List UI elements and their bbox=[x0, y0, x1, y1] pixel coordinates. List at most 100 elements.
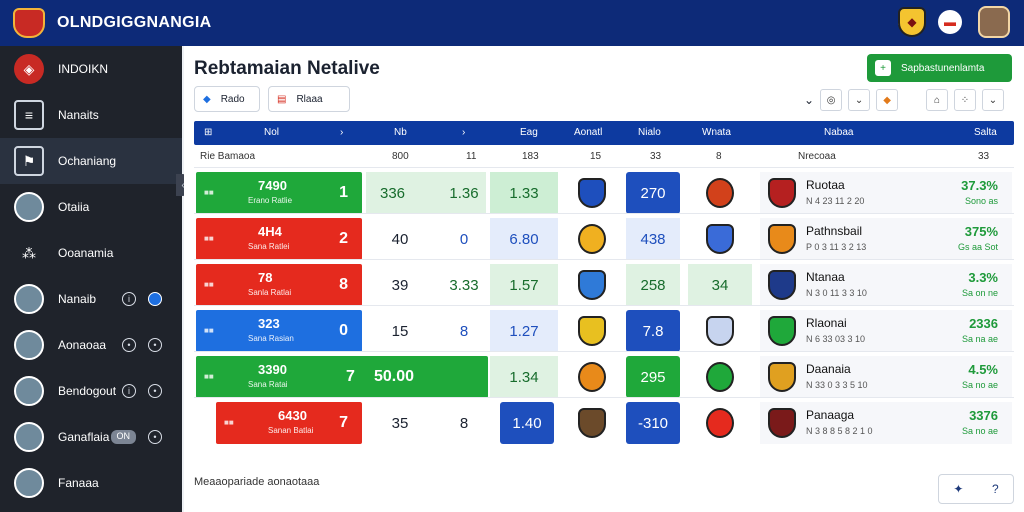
cell-text: 39 bbox=[391, 276, 409, 294]
filter-button-2[interactable]: ▤ Rlaaa bbox=[268, 86, 350, 112]
bar-sub: Sana Ratlei bbox=[248, 242, 290, 251]
settings-icon[interactable]: • bbox=[148, 384, 162, 398]
flag-icon[interactable]: ▬ bbox=[938, 10, 962, 34]
grid-header: ⊞ Nol › Nb › Eag Aonatl Nialo Wnata Naba… bbox=[194, 121, 1014, 145]
sidebar-item-8[interactable]: Bendogout i • bbox=[0, 368, 182, 414]
pin-icon[interactable]: ⌂ bbox=[926, 89, 948, 111]
team-name: Ntanaa bbox=[806, 270, 845, 284]
bar-tag: ■■ bbox=[204, 234, 214, 243]
user-avatar bbox=[14, 468, 44, 498]
club-crest-icon bbox=[768, 224, 796, 254]
cell-text: 336 bbox=[380, 184, 406, 202]
club-crest-icon bbox=[706, 224, 734, 254]
club-crest-icon bbox=[578, 270, 606, 300]
cell-text: 1.33 bbox=[509, 184, 539, 202]
team-cell: Ruotaa N 4 23 11 2 20 37.3% Sono as bbox=[760, 172, 1012, 214]
top-bar: OLNDGIGGNANGIA ♪ ▬ ◆ bbox=[0, 0, 1024, 46]
score-bar: ■■ 7490 Erano Ratlie 1 bbox=[196, 172, 362, 214]
chevron-down-icon[interactable]: ⌄ bbox=[848, 89, 871, 111]
sidebar-item-2[interactable]: ≡ Nanaits bbox=[0, 92, 182, 138]
col-header[interactable]: Salta bbox=[974, 127, 997, 138]
score-bar: ■■ 6430 Sanan Batlai 7 bbox=[216, 402, 362, 444]
bar-value: 2 bbox=[339, 230, 348, 247]
grid-icon[interactable]: ⁘ bbox=[954, 89, 976, 111]
bar-number: 323 bbox=[258, 316, 280, 331]
sort-icon[interactable]: › bbox=[340, 127, 344, 138]
primary-button[interactable]: + Sapbastunenlamta bbox=[867, 54, 1012, 82]
info-icon[interactable]: • bbox=[122, 338, 136, 352]
score-bar: ■■ 78 Sanla Ratlai 8 bbox=[196, 264, 362, 306]
table-row[interactable]: ■■ 4H4 Sana Ratlei 2 40 0 6.80 438 Pathnsba… bbox=[194, 213, 1014, 260]
cell-value: 35 bbox=[380, 402, 420, 444]
sort-icon[interactable]: › bbox=[462, 127, 466, 138]
cell-text: 34 bbox=[711, 276, 729, 294]
team-cell: Ntanaa N 3 0 11 3 3 10 3.3% Sa on ne bbox=[760, 264, 1012, 306]
table-row[interactable]: ■■ 6430 Sanan Batlai 7 35 8 1.40 -310 Panaa… bbox=[194, 397, 1014, 444]
info-icon[interactable]: i bbox=[122, 384, 136, 398]
table-row[interactable]: ■■ 78 Sanla Ratlai 8 39 3.33 1.57 258 34 Nt… bbox=[194, 259, 1014, 306]
score-bar: ■■ 323 Sana Rasian 0 bbox=[196, 310, 362, 352]
table-row[interactable]: ■■ 7490 Erano Ratlie 1 336 1.36 1.33 270 Ru… bbox=[194, 167, 1014, 214]
sidebar-item-10[interactable]: Fanaaa bbox=[0, 460, 182, 506]
cell-value: 336 bbox=[366, 172, 486, 214]
sidebar-item-1[interactable]: ◈ INDOIKN bbox=[0, 46, 182, 92]
club-crest-icon[interactable]: ◆ bbox=[898, 7, 926, 37]
sidebar-label: Ooanamia bbox=[58, 246, 114, 260]
team-delta: Sa na ae bbox=[961, 334, 998, 344]
camera-icon[interactable]: ◎ bbox=[820, 89, 843, 111]
table-row[interactable]: ■■ 323 Sana Rasian 0 15 8 1.27 7.8 Rlaonai N… bbox=[194, 305, 1014, 352]
page-title: Rebtamaian Netalive bbox=[194, 58, 380, 79]
help-icon[interactable]: ? bbox=[992, 482, 999, 496]
bar-tag: ■■ bbox=[204, 372, 214, 381]
cell-value: 1.27 bbox=[490, 310, 558, 352]
cell-text: 1.36 bbox=[449, 184, 479, 202]
settings-icon[interactable]: • bbox=[148, 430, 162, 444]
sidebar-item-9[interactable]: Ganaflaia ON • bbox=[0, 414, 182, 460]
col-header[interactable]: Nabaa bbox=[824, 127, 854, 138]
club-crest-icon bbox=[768, 270, 796, 300]
col-header[interactable]: Aonatl bbox=[574, 127, 603, 138]
expand-icon[interactable]: ⌄ bbox=[804, 93, 815, 107]
col-header[interactable]: Nialo bbox=[638, 127, 661, 138]
grid-subheader: Rie Bamaoa 800 11 183 15 33 8 Nrecoaa 33 bbox=[194, 145, 1014, 167]
cell-text: 40 bbox=[391, 230, 409, 248]
club-crest-icon bbox=[706, 178, 734, 208]
sidebar-item-6[interactable]: Nanaib i bbox=[0, 276, 182, 322]
cell-value: 40 bbox=[380, 218, 420, 260]
sidebar-item-3[interactable]: ⚑ Ochaniang bbox=[0, 138, 182, 184]
sidebar-item-7[interactable]: Aonaoaa • • bbox=[0, 322, 182, 368]
cell-value: 295 bbox=[626, 356, 680, 398]
user-avatar[interactable] bbox=[978, 6, 1010, 38]
sidebar-item-4[interactable]: Otaiia bbox=[0, 184, 182, 230]
team-meta: P 0 3 11 3 2 13 bbox=[806, 242, 867, 252]
cell-text: 3.33 bbox=[449, 276, 479, 294]
table-row[interactable]: ■■ 3390 Sana Ratai 7 50.00 1.34 295 Daanaia N… bbox=[194, 351, 1014, 398]
col-header[interactable]: Wnata bbox=[702, 127, 731, 138]
star-icon[interactable]: ✦ bbox=[953, 482, 964, 496]
filter-button-1[interactable]: ◆ Rado bbox=[194, 86, 260, 112]
col-header[interactable]: Nb bbox=[394, 127, 407, 138]
team-pct: 2336 bbox=[969, 316, 998, 331]
col-header[interactable]: Nol bbox=[264, 127, 280, 138]
cell-value: 39 bbox=[380, 264, 420, 306]
toggle-icon[interactable] bbox=[148, 292, 162, 306]
info-icon[interactable]: i bbox=[122, 292, 136, 306]
sub-label: Rie Bamaoa bbox=[200, 151, 256, 162]
club-logo-icon: ◈ bbox=[14, 54, 44, 84]
club-crest-icon bbox=[578, 362, 606, 392]
bar-number: 4H4 bbox=[258, 224, 282, 239]
sidebar-label: Bendogout bbox=[58, 384, 117, 398]
team-meta: N 33 0 3 3 5 10 bbox=[806, 380, 868, 390]
settings-icon[interactable]: • bbox=[148, 338, 162, 352]
diamond-icon[interactable]: ◆ bbox=[876, 89, 899, 111]
sidebar-label: Ganaflaia bbox=[58, 430, 110, 444]
club-crest-icon bbox=[706, 408, 734, 438]
cell-text: 35 bbox=[391, 414, 409, 432]
sidebar-item-5[interactable]: ⁂ Ooanamia bbox=[0, 230, 182, 276]
bar-number: 3390 bbox=[258, 362, 287, 377]
col-header[interactable]: Eag bbox=[520, 127, 538, 138]
team-name: Daanaia bbox=[806, 362, 851, 376]
chevron-down-icon[interactable]: ⌄ bbox=[982, 89, 1004, 111]
cell-text: 8 bbox=[459, 414, 469, 432]
club-crest-icon bbox=[578, 316, 606, 346]
